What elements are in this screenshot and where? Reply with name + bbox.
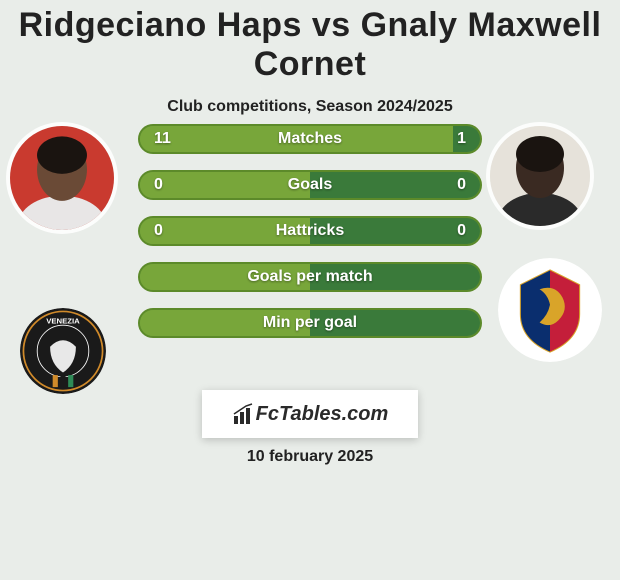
stat-label: Goals per match [140, 264, 480, 290]
player-left-club-badge: VENEZIA [20, 308, 106, 394]
player-left-avatar [10, 126, 114, 230]
stat-bar: Goals per match [138, 262, 482, 292]
brand-logo-box: FcTables.com [202, 390, 418, 438]
chart-icon [232, 402, 256, 426]
page-title: Ridgeciano Haps vs Gnaly Maxwell Cornet [0, 0, 620, 84]
player-right-club-badge [498, 258, 602, 362]
comparison-bars: 11 1 Matches 0 0 Goals 0 0 Hattricks Goa… [138, 124, 482, 354]
date-label: 10 february 2025 [0, 448, 620, 466]
subtitle: Club competitions, Season 2024/2025 [0, 98, 620, 116]
stat-bar: 11 1 Matches [138, 124, 482, 154]
stat-label: Goals [140, 172, 480, 198]
stat-bar: 0 0 Goals [138, 170, 482, 200]
player-right-avatar [490, 126, 590, 226]
stat-label: Matches [140, 126, 480, 152]
brand-name: FcTables.com [256, 403, 389, 426]
stat-label: Min per goal [140, 310, 480, 336]
stat-bar: Min per goal [138, 308, 482, 338]
svg-text:VENEZIA: VENEZIA [46, 316, 80, 325]
stat-label: Hattricks [140, 218, 480, 244]
stat-bar: 0 0 Hattricks [138, 216, 482, 246]
